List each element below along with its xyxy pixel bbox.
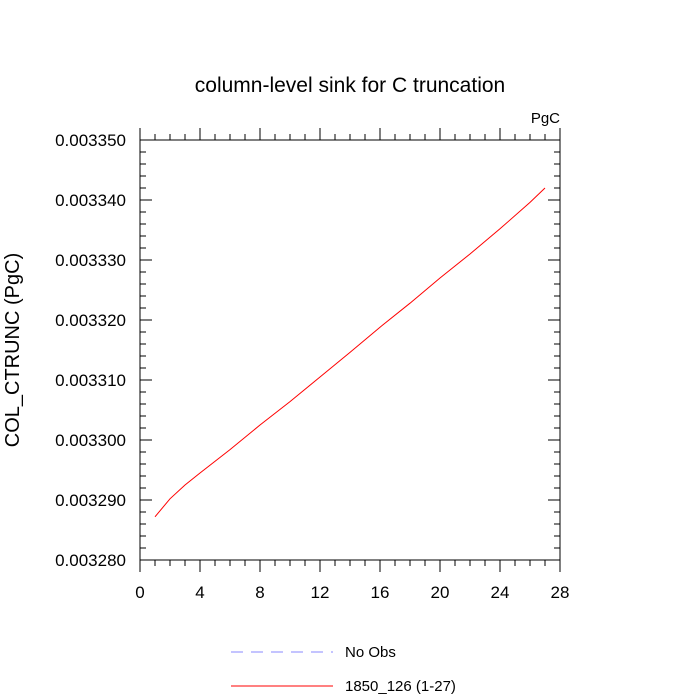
x-tick-label: 24 bbox=[491, 583, 510, 602]
x-tick-label: 16 bbox=[371, 583, 390, 602]
y-axis-label: COL_CTRUNC (PgC) bbox=[2, 253, 24, 447]
plot-frame bbox=[139, 139, 561, 561]
chart-title: column-level sink for C truncation bbox=[195, 74, 505, 97]
x-tick-label: 4 bbox=[195, 583, 204, 602]
x-tick-labels: 0 4 8 12 16 20 24 28 bbox=[135, 583, 569, 602]
y-tick-label: 0.003320 bbox=[55, 311, 126, 330]
legend: No Obs 1850_126 (1-27) bbox=[231, 644, 456, 695]
y-tick-label: 0.003350 bbox=[55, 131, 126, 150]
y-tick-label: 0.003310 bbox=[55, 371, 126, 390]
x-tick-label: 12 bbox=[311, 583, 330, 602]
y-tick-labels: 0.003280 0.003290 0.003300 0.003310 0.003320… bbox=[55, 131, 126, 570]
x-tick-label: 28 bbox=[551, 583, 570, 602]
legend-label: 1850_126 (1-27) bbox=[345, 678, 456, 695]
legend-label: No Obs bbox=[345, 644, 396, 661]
y-tick-label: 0.003290 bbox=[55, 491, 126, 510]
series-line bbox=[154, 187, 546, 518]
x-tick-label: 20 bbox=[431, 583, 450, 602]
axis-ticks bbox=[139, 128, 561, 572]
series-lines bbox=[154, 187, 546, 518]
y-tick-label: 0.003300 bbox=[55, 431, 126, 450]
y-tick-label: 0.003330 bbox=[55, 251, 126, 270]
x-tick-label: 8 bbox=[255, 583, 264, 602]
units-label: PgC bbox=[531, 110, 560, 127]
y-tick-label: 0.003280 bbox=[55, 551, 126, 570]
x-tick-label: 0 bbox=[135, 583, 144, 602]
y-tick-label: 0.003340 bbox=[55, 191, 126, 210]
